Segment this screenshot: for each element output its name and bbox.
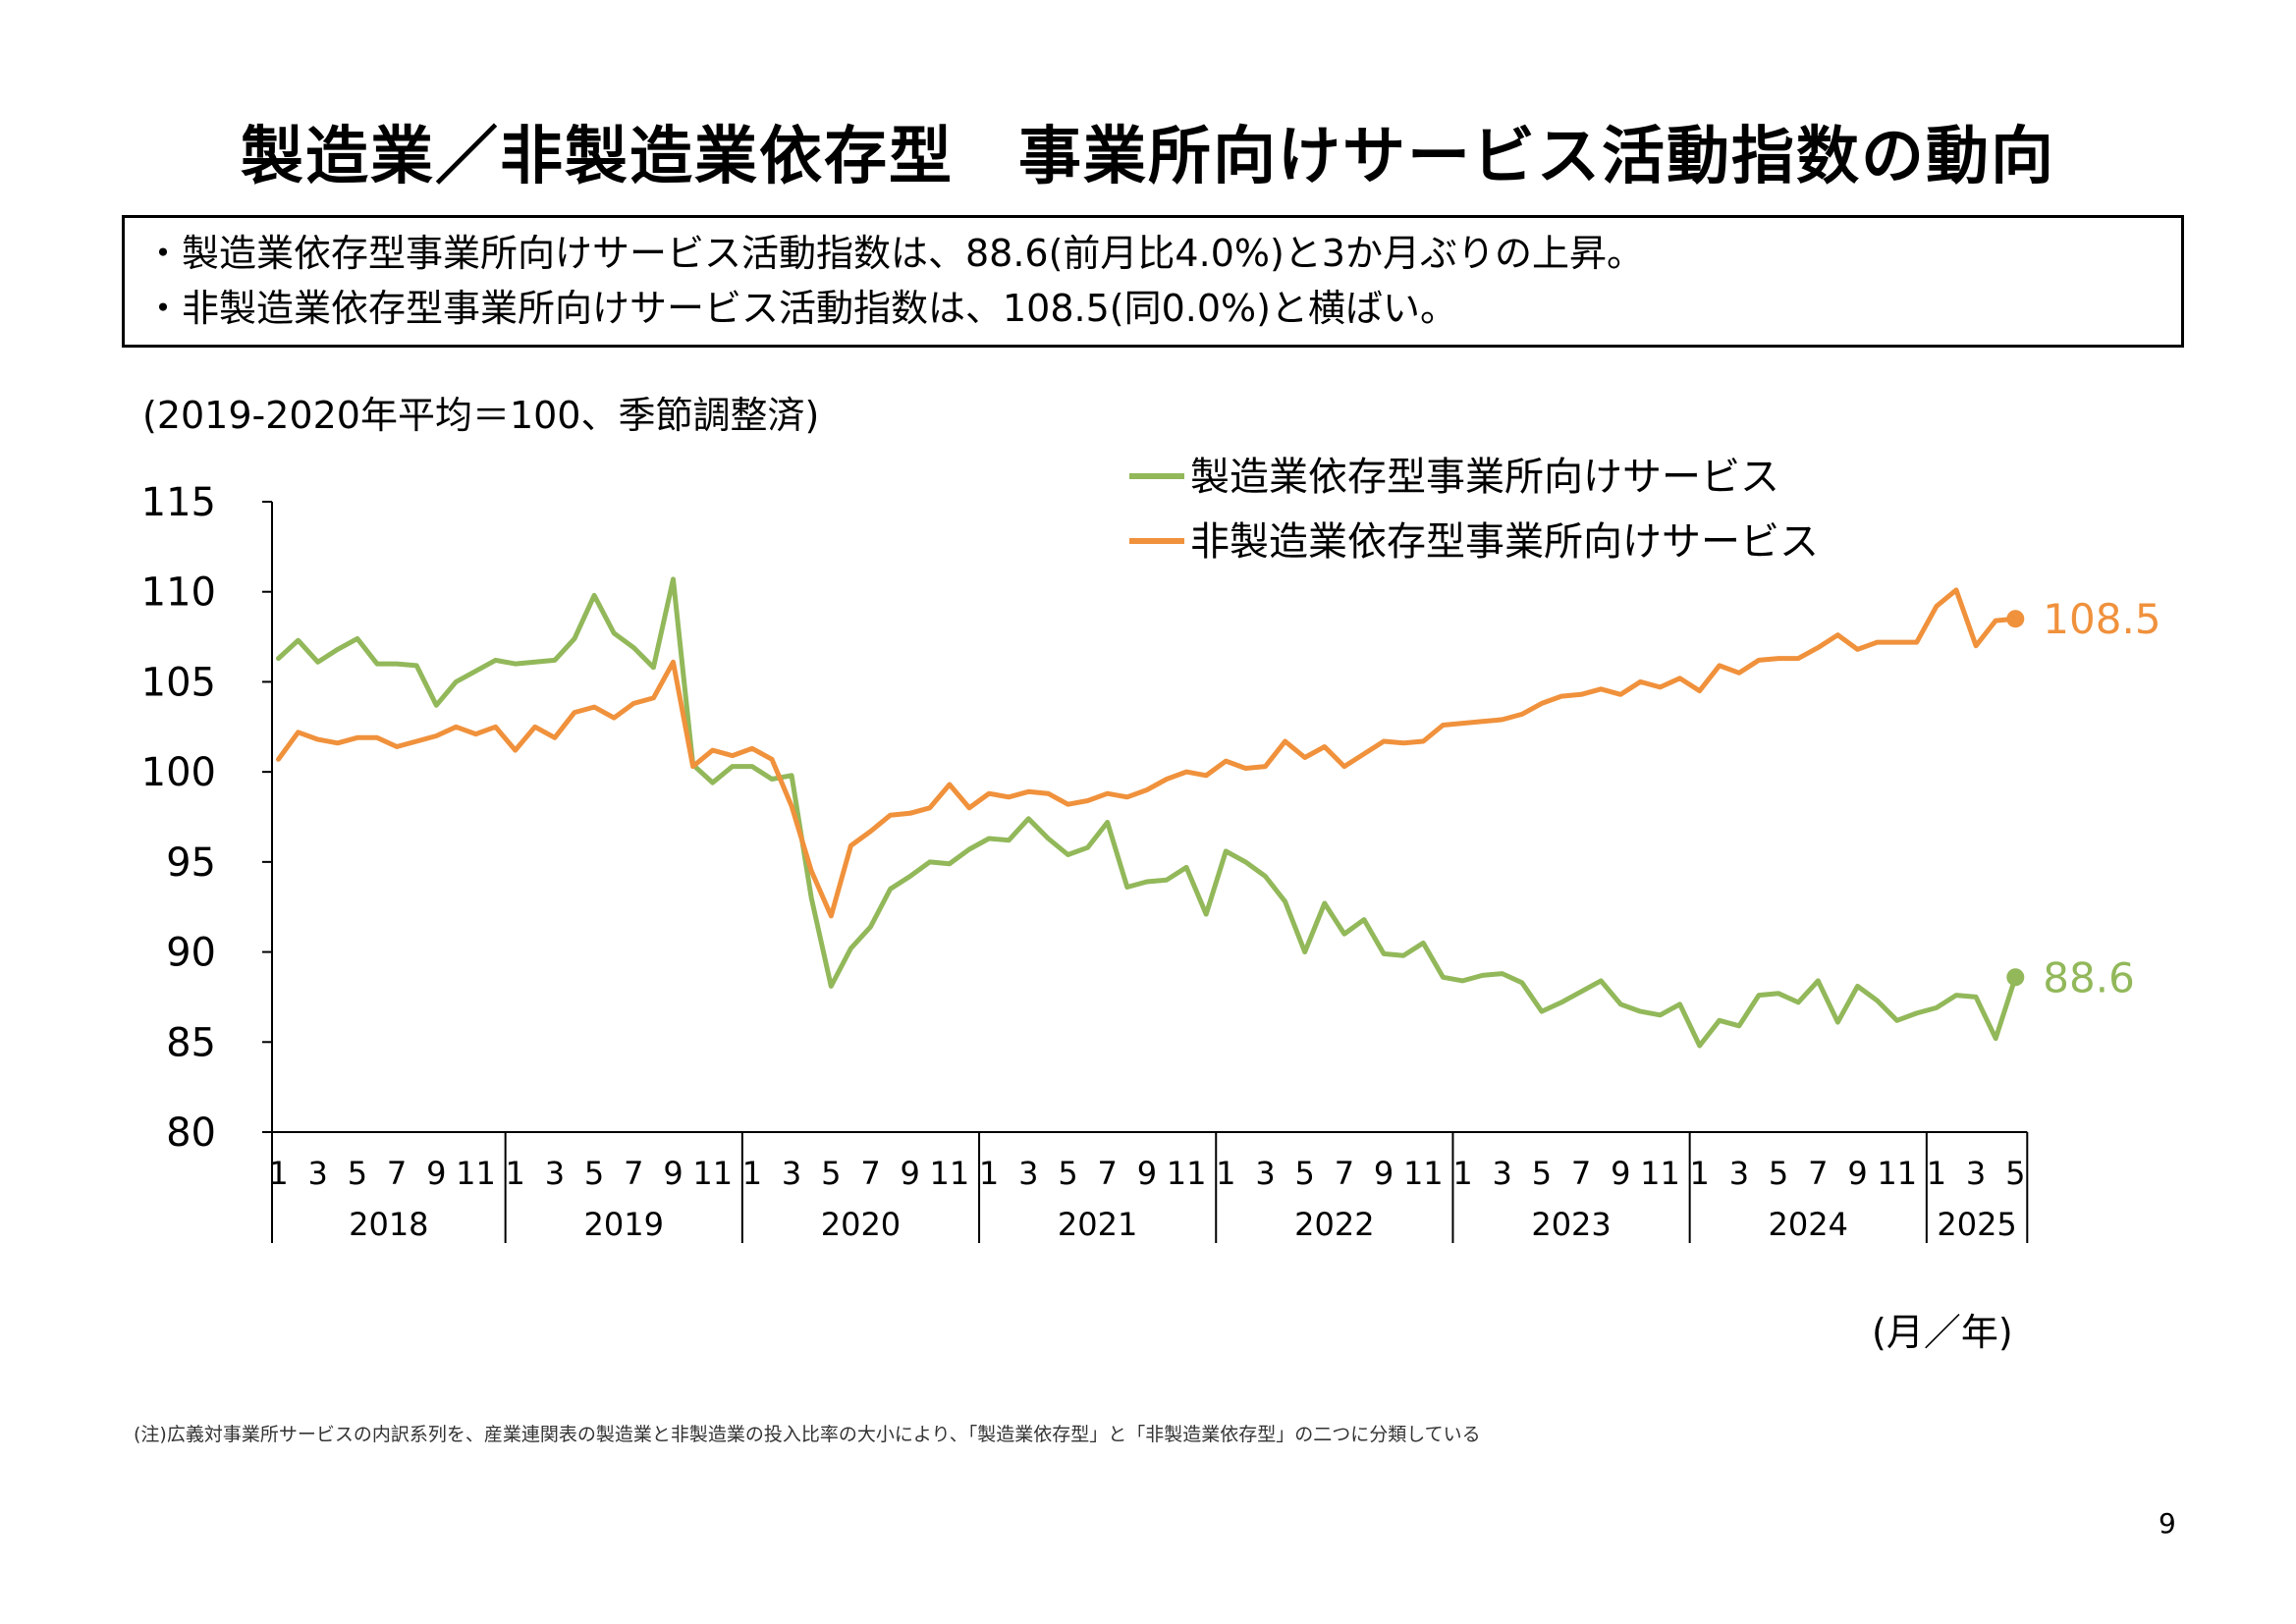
x-month-label: 7 [387,1155,407,1192]
x-month-label: 3 [1018,1155,1038,1192]
x-month-label: 5 [1532,1155,1552,1192]
x-month-label: 3 [1255,1155,1275,1192]
x-month-label: 3 [1729,1155,1749,1192]
x-month-label: 1 [268,1155,288,1192]
x-month-label: 11 [1877,1155,1917,1192]
x-month-label: 7 [1335,1155,1354,1192]
x-month-label: 9 [426,1155,446,1192]
y-tick-label: 100 [141,750,216,795]
summary-line-non-manufacturing: ・非製造業依存型事業所向けサービス活動指数は、108.5(同0.0%)と横ばい。 [144,287,1457,330]
x-month-label: 3 [308,1155,328,1192]
x-year-label: 2019 [584,1206,664,1243]
chart-series: 88.6 108.5 [276,576,2161,1049]
summary-line-manufacturing: ・製造業依存型事業所向けサービス活動指数は、88.6(前月比4.0%)と3か月ぶ… [144,232,1644,275]
x-month-label: 11 [456,1155,496,1192]
x-month-label: 9 [901,1155,920,1192]
x-year-label: 2023 [1531,1206,1611,1243]
x-month-label: 11 [1167,1155,1207,1192]
x-year-label: 2018 [349,1206,428,1243]
x-year-label: 2022 [1294,1206,1374,1243]
x-month-label: 9 [663,1155,683,1192]
y-tick-label: 80 [166,1110,216,1156]
x-month-label: 1 [979,1155,999,1192]
x-year-label: 2024 [1769,1206,1848,1243]
x-year-label: 2025 [1937,1206,2016,1243]
legend-label: 製造業依存型事業所向けサービス [1190,455,1779,500]
x-month-label: 5 [584,1155,604,1192]
x-month-label: 3 [545,1155,565,1192]
x-month-label: 11 [1403,1155,1444,1192]
series-end-value-label: 88.6 [2043,953,2135,1001]
x-month-label: 5 [348,1155,367,1192]
footnote: (注)広義対事業所サービスの内訳系列を、産業連関表の製造業と非製造業の投入比率の… [134,1424,1481,1445]
legend-label: 非製造業依存型事業所向けサービス [1190,519,1819,565]
x-month-label: 1 [1690,1155,1710,1192]
x-month-label: 9 [1847,1155,1867,1192]
y-tick-label: 85 [166,1020,216,1065]
series-end-value-label: 108.5 [2043,595,2160,643]
x-month-label: 7 [1808,1155,1828,1192]
y-tick-label: 115 [141,480,216,525]
x-month-label: 11 [930,1155,970,1192]
x-month-label: 1 [506,1155,525,1192]
x-year-label: 2020 [821,1206,901,1243]
x-month-label: 1 [1452,1155,1472,1192]
unit-note: (2019-2020年平均＝100、季節調整済) [142,394,820,437]
page-number: 9 [2159,1507,2176,1540]
summary-box: ・製造業依存型事業所向けサービス活動指数は、88.6(前月比4.0%)と3か月ぶ… [122,215,2184,348]
x-month-label: 5 [1769,1155,1788,1192]
y-tick-label: 95 [166,840,216,886]
x-month-label: 3 [1966,1155,1986,1192]
series-end-point [2006,968,2025,987]
x-month-label: 9 [1611,1155,1630,1192]
y-tick-label: 90 [166,931,216,976]
x-month-label: 5 [821,1155,841,1192]
x-axis-unit-label: (月／年) [1872,1311,2013,1354]
x-month-label: 1 [1927,1155,1946,1192]
x-month-label: 5 [1295,1155,1315,1192]
x-month-label: 7 [624,1155,643,1192]
y-tick-label: 105 [141,660,216,705]
page-title: 製造業／非製造業依存型 事業所向けサービス活動指数の動向 [241,121,2055,193]
series-end-point [2006,610,2025,628]
x-month-label: 11 [692,1155,733,1192]
x-year-label: 2021 [1058,1206,1137,1243]
x-month-label: 3 [1493,1155,1512,1192]
x-month-label: 7 [1098,1155,1118,1192]
x-month-label: 3 [782,1155,801,1192]
x-month-label: 9 [1374,1155,1394,1192]
x-month-label: 7 [860,1155,880,1192]
series-line-non-manufacturing [276,587,2018,919]
x-month-label: 1 [742,1155,762,1192]
x-month-label: 9 [1137,1155,1157,1192]
series-line-manufacturing [276,576,2018,1049]
x-month-label: 5 [2005,1155,2025,1192]
y-tick-label: 110 [141,570,216,616]
x-month-label: 7 [1571,1155,1591,1192]
x-month-label: 1 [1216,1155,1235,1192]
x-month-label: 5 [1058,1155,1077,1192]
x-month-label: 11 [1640,1155,1680,1192]
